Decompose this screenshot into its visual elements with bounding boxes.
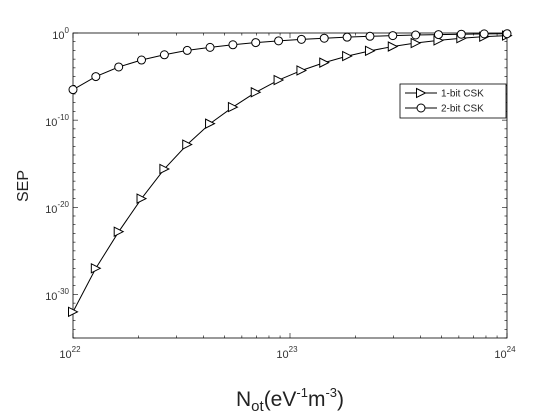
legend-marker-triangle-right <box>416 87 427 99</box>
x-tick-labels: 1022 1023 1024 <box>59 345 516 361</box>
legend-marker-circle <box>416 103 426 113</box>
y-tick-label: 100 <box>52 26 69 42</box>
data-point <box>502 29 512 39</box>
y-tick-label: 10-20 <box>45 200 69 216</box>
data-point <box>137 55 147 65</box>
y-tick-label: 10-30 <box>45 287 69 303</box>
data-point <box>319 33 329 43</box>
legend-label-2bit: 2-bit CSK <box>441 104 484 115</box>
x-tick-label: 1023 <box>276 345 298 361</box>
data-point <box>250 86 262 98</box>
legend: 1-bit CSK 2-bit CSK <box>399 83 507 119</box>
data-point <box>90 262 102 274</box>
data-point <box>342 32 352 42</box>
data-point <box>479 29 489 39</box>
legend-label-1bit: 1-bit CSK <box>441 89 484 100</box>
data-point <box>251 38 261 48</box>
data-point <box>273 74 285 86</box>
y-tick-label: 10-10 <box>45 113 69 129</box>
data-point <box>296 34 306 44</box>
data-point <box>388 31 398 41</box>
data-point <box>411 30 421 40</box>
data-point <box>410 37 422 49</box>
data-point <box>68 306 79 318</box>
y-tick-labels: 100 10-10 10-20 10-30 <box>45 26 69 303</box>
data-point <box>296 65 308 76</box>
data-point <box>364 45 376 57</box>
series-1bit <box>68 30 513 318</box>
data-series <box>68 29 513 318</box>
data-point <box>387 41 399 52</box>
data-point <box>159 50 169 60</box>
y-axis-label: SEP <box>15 170 32 202</box>
data-point <box>342 50 353 62</box>
data-point <box>68 85 78 95</box>
data-point <box>227 101 239 113</box>
data-point <box>433 30 443 40</box>
x-tick-label: 1022 <box>59 345 81 361</box>
data-point <box>205 118 216 129</box>
data-point <box>136 193 148 204</box>
x-tick-label: 1024 <box>494 345 516 361</box>
series-2bit <box>68 29 512 95</box>
data-point <box>274 36 284 46</box>
data-point <box>113 226 125 237</box>
data-point <box>159 163 170 175</box>
data-point <box>228 40 238 50</box>
data-point <box>365 31 375 41</box>
data-point <box>91 72 101 82</box>
data-point <box>114 62 124 72</box>
x-axis-label: Not(eV-1m-3) <box>236 385 344 415</box>
data-point <box>182 45 192 55</box>
data-point <box>456 29 466 39</box>
data-point <box>205 42 215 52</box>
data-point <box>182 139 193 150</box>
data-point <box>319 57 330 68</box>
